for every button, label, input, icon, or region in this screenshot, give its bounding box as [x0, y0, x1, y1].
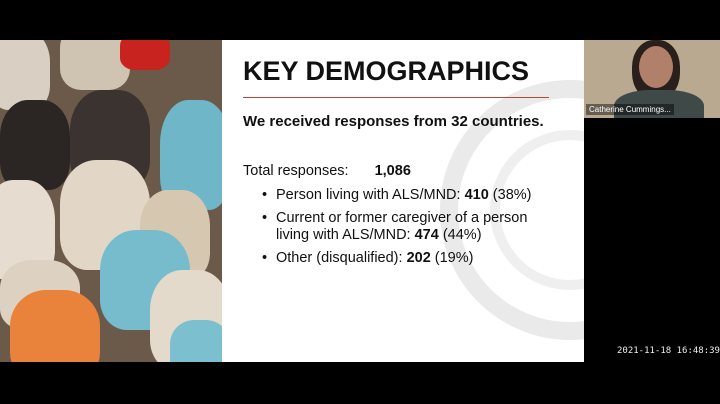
response-breakdown: Person living with ALS/MND: 410 (38%) Cu…: [262, 187, 552, 273]
wooden-figures-image: [0, 40, 222, 362]
participant-name: Catherine Cummings...: [586, 104, 674, 115]
total-responses: Total responses: 1,086: [243, 163, 411, 179]
total-value: 1,086: [374, 163, 411, 179]
slide-title: KEY DEMOGRAPHICS: [243, 56, 530, 86]
title-divider: [243, 97, 549, 98]
slide-subtitle: We received responses from 32 countries.: [243, 113, 544, 130]
total-label: Total responses:: [243, 163, 349, 179]
list-item: Other (disqualified): 202 (19%): [262, 250, 552, 267]
participant-video[interactable]: Catherine Cummings...: [584, 40, 720, 118]
list-item: Current or former caregiver of a person …: [262, 210, 552, 244]
timestamp: 2021-11-18 16:48:39: [617, 346, 720, 356]
participant-body: [614, 90, 704, 118]
list-item: Person living with ALS/MND: 410 (38%): [262, 187, 552, 204]
participant-face: [639, 46, 673, 88]
